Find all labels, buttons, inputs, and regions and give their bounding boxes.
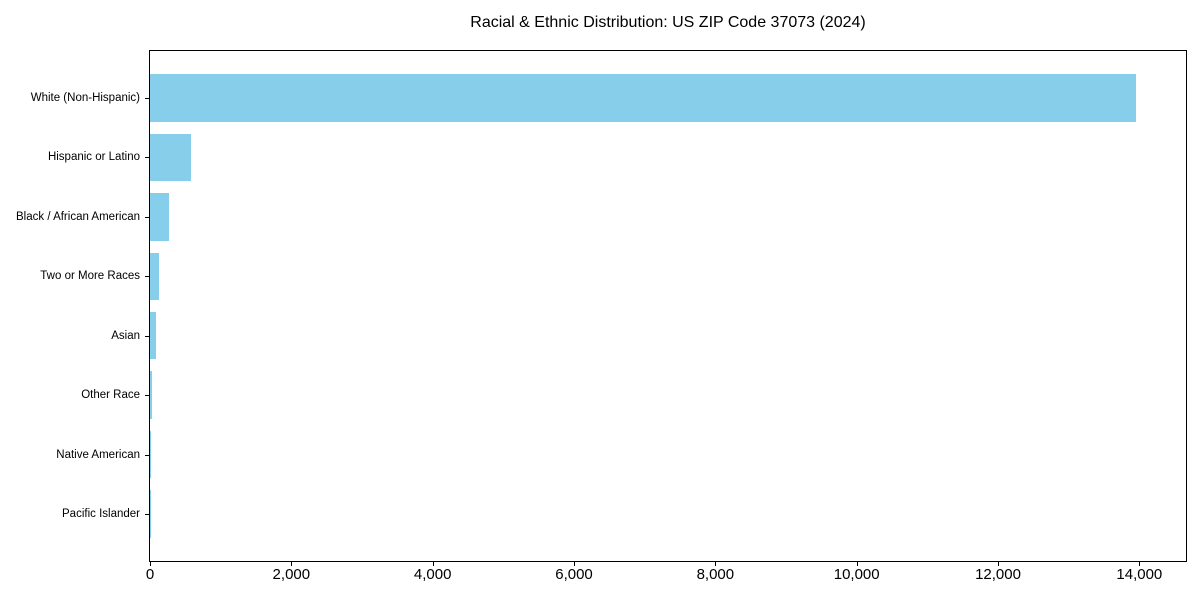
y-axis-tick-other-race (145, 395, 149, 397)
y-axis-tick-two-or-more-races (145, 276, 149, 278)
plot-area (149, 50, 1187, 562)
x-axis-tick-12-000 (998, 562, 1000, 566)
y-axis-tick-pacific-islander (145, 514, 149, 516)
bar-other-race (150, 371, 152, 419)
x-axis-tick-10-000 (856, 562, 858, 566)
y-axis-label-black-african-american: Black / African American (16, 210, 140, 223)
bar-asian (150, 311, 156, 360)
x-axis-tick-label-12-000: 12,000 (975, 566, 1021, 583)
bar-hispanic-or-latino (150, 133, 191, 182)
bar-two-or-more-races (150, 252, 159, 301)
x-axis-tick-14-000 (1139, 562, 1141, 566)
x-axis-tick-label-4-000: 4,000 (413, 566, 452, 583)
y-axis-tick-asian (145, 335, 149, 337)
y-axis-tick-white-non-hispanic (145, 97, 149, 99)
x-axis-tick-0 (150, 562, 151, 566)
x-axis-tick-label-8-000: 8,000 (696, 566, 735, 583)
y-axis-label-pacific-islander: Pacific Islander (62, 508, 140, 521)
x-axis-tick-label-0: 0 (145, 566, 155, 583)
bar-black-african-american (150, 193, 169, 241)
x-axis-tick-2-000 (291, 562, 293, 566)
y-axis-tick-black-african-american (145, 216, 149, 218)
y-axis-label-white-non-hispanic: White (Non-Hispanic) (30, 91, 140, 104)
y-axis-label-other-race: Other Race (81, 389, 140, 402)
bar-native-american (150, 430, 152, 479)
x-axis-tick-8-000 (715, 562, 717, 566)
x-axis-tick-label-14-000: 14,000 (1116, 566, 1163, 583)
x-axis-tick-4-000 (432, 562, 434, 566)
x-axis-tick-6-000 (574, 562, 575, 566)
y-axis-label-hispanic-or-latino: Hispanic or Latino (47, 151, 140, 164)
y-axis-tick-hispanic-or-latino (145, 157, 149, 159)
y-axis-label-asian: Asian (111, 329, 140, 342)
x-axis-tick-label-10-000: 10,000 (833, 566, 880, 583)
x-axis-tick-label-6-000: 6,000 (555, 566, 593, 583)
y-axis-label-two-or-more-races: Two or More Races (40, 270, 140, 283)
x-axis-tick-label-2-000: 2,000 (272, 566, 311, 583)
bar-white-non-hispanic (150, 74, 1136, 122)
y-axis-tick-native-american (145, 454, 149, 456)
y-axis-label-native-american: Native American (56, 448, 140, 461)
chart-title: Racial & Ethnic Distribution: US ZIP Cod… (470, 14, 866, 31)
